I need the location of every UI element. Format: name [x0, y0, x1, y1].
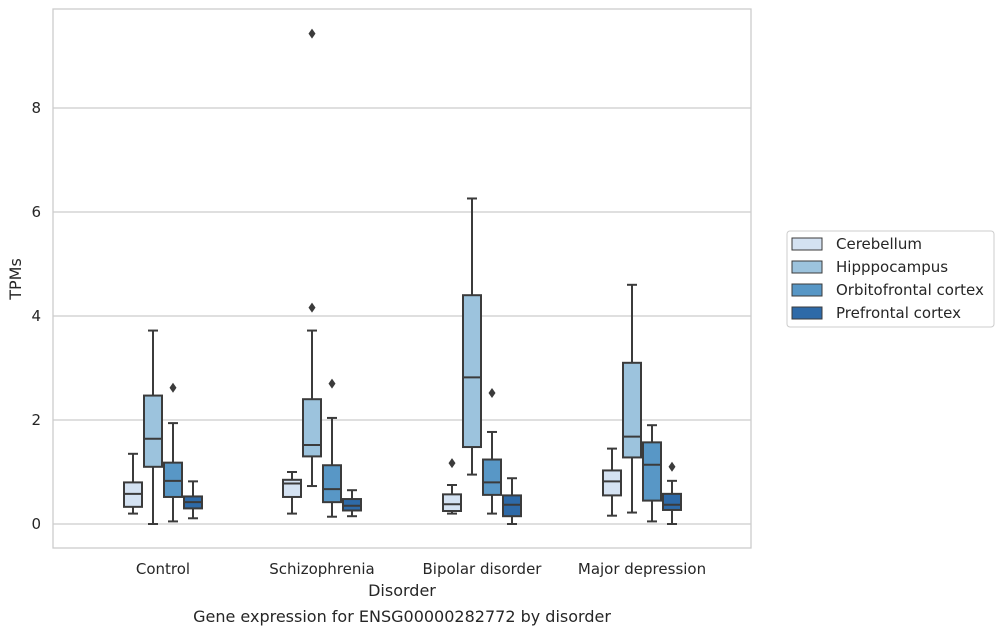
y-tick-labels: 0 2 4 6 8	[31, 99, 41, 533]
y-tick-label: 4	[31, 307, 41, 325]
series-cerebellum	[123, 447, 622, 517]
outlier-point	[308, 302, 316, 313]
box-iqr	[302, 398, 322, 458]
legend: Cerebellum Hipppocampus Orbitofrontal cort…	[786, 230, 995, 328]
series-orbitofrontal-cortex	[163, 378, 662, 523]
box-iqr	[642, 441, 662, 502]
legend-label: Hipppocampus	[836, 258, 948, 276]
outlier-point	[328, 378, 336, 389]
box	[342, 489, 362, 518]
plot-frame	[52, 8, 752, 549]
outlier-point	[668, 461, 676, 472]
box	[622, 283, 642, 514]
outlier-point	[169, 382, 177, 393]
x-tick-label: Major depression	[578, 560, 706, 578]
box	[442, 458, 462, 515]
box-iqr	[662, 492, 682, 511]
y-tick-label: 0	[31, 515, 41, 533]
box-iqr	[342, 498, 362, 512]
legend-item: Orbitofrontal cortex	[791, 281, 984, 299]
legend-label: Cerebellum	[836, 235, 922, 253]
box-groups	[123, 28, 682, 525]
box	[482, 387, 502, 515]
legend-swatch	[791, 260, 823, 274]
box	[143, 329, 163, 525]
box	[302, 28, 322, 488]
series-prefrontal-cortex	[183, 461, 682, 525]
box	[502, 477, 522, 525]
y-tick-label: 8	[31, 99, 41, 117]
legend-swatch	[791, 237, 823, 251]
box-iqr	[143, 394, 163, 468]
y-tick-label: 6	[31, 203, 41, 221]
box	[282, 471, 302, 515]
legend-item: Prefrontal cortex	[791, 304, 961, 322]
box-iqr	[442, 493, 462, 512]
box-iqr	[462, 294, 482, 449]
x-tick-label: Control	[136, 560, 190, 578]
box	[642, 424, 662, 523]
box-iqr	[602, 469, 622, 497]
box	[662, 461, 682, 525]
box-iqr	[163, 461, 183, 498]
box	[602, 447, 622, 517]
legend-label: Orbitofrontal cortex	[836, 281, 984, 299]
x-tick-label: Schizophrenia	[269, 560, 374, 578]
outlier-point	[488, 387, 496, 398]
outlier-point	[448, 458, 456, 469]
legend-frame	[786, 230, 995, 328]
legend-swatch	[791, 283, 823, 297]
box-iqr	[482, 458, 502, 496]
y-tick-label: 2	[31, 411, 41, 429]
box	[462, 197, 482, 476]
y-axis-title: TPMs	[6, 258, 25, 301]
box	[322, 378, 342, 518]
box-iqr	[502, 494, 522, 518]
legend-item: Cerebellum	[791, 235, 922, 253]
box-iqr	[282, 478, 302, 498]
box	[183, 480, 203, 520]
box	[163, 382, 183, 523]
legend-label: Prefrontal cortex	[836, 304, 961, 322]
box-iqr	[322, 464, 342, 504]
legend-item: Hipppocampus	[791, 258, 948, 276]
series-hipppocampus	[143, 28, 642, 525]
chart-caption: Gene expression for ENSG00000282772 by d…	[193, 607, 611, 626]
legend-swatch	[791, 306, 823, 320]
x-axis-title: Disorder	[368, 581, 436, 600]
x-tick-label: Bipolar disorder	[423, 560, 543, 578]
x-tick-labels: Control Schizophrenia Bipolar disorder Majo…	[136, 560, 706, 578]
outlier-point	[308, 28, 316, 39]
box	[123, 452, 143, 515]
box-iqr	[622, 361, 642, 459]
